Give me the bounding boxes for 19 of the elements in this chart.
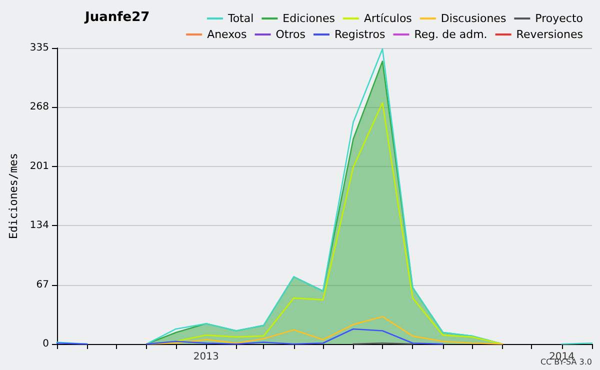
y-tick-label: 201 <box>30 160 49 172</box>
legend-label: Ediciones <box>282 12 336 25</box>
legend-label: Total <box>226 12 254 25</box>
legend-label: Reg. de adm. <box>414 28 488 41</box>
y-tick-label: 67 <box>36 279 49 290</box>
legend-label: Registros <box>334 28 386 41</box>
y-tick-label: 268 <box>30 102 49 113</box>
legend-label: Otros <box>276 28 306 41</box>
chart-title: Juanfe27 <box>84 10 150 25</box>
y-axis-title: Ediciones/mes <box>7 152 20 240</box>
legend-label: Anexos <box>207 28 248 41</box>
legend-label: Discusiones <box>440 12 506 25</box>
y-tick-label: 134 <box>30 220 49 232</box>
y-tick-label: 0 <box>42 338 49 350</box>
legend-label: Artículos <box>364 12 412 25</box>
legend-label: Proyecto <box>535 12 584 25</box>
x-tick-label: 2013 <box>193 352 219 362</box>
y-tick-label: 335 <box>30 42 49 54</box>
legend-label: Reversiones <box>516 28 584 41</box>
